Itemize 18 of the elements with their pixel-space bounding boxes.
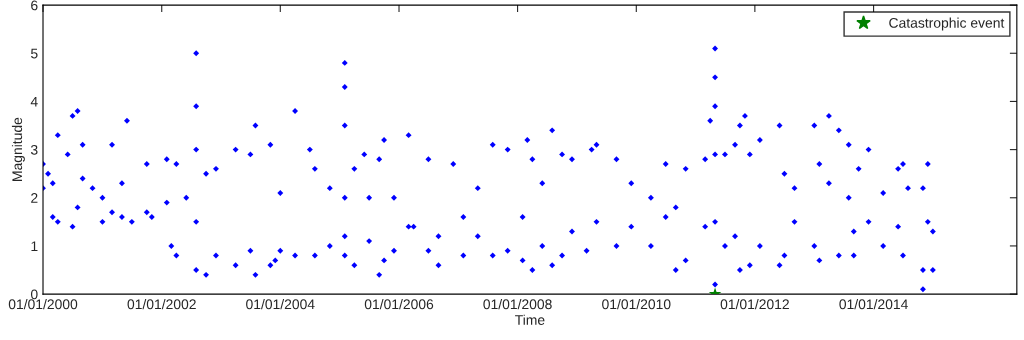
x-tick-label: 01/01/2002 bbox=[127, 298, 196, 310]
y-tick-label: 0 bbox=[30, 289, 38, 300]
x-tick-label: 01/01/2004 bbox=[246, 298, 315, 310]
legend-label: Catastrophic event bbox=[889, 17, 1005, 31]
y-tick-label: 3 bbox=[30, 144, 38, 155]
x-axis-title: Time bbox=[515, 314, 545, 325]
y-tick-label: 2 bbox=[31, 193, 38, 203]
y-tick-label: 6 bbox=[31, 0, 38, 11]
y-tick-label: 4 bbox=[30, 96, 38, 107]
y-tick-label: 5 bbox=[30, 48, 38, 59]
x-tick-label: 01/01/2008 bbox=[483, 298, 552, 310]
y-tick-label: 1 bbox=[31, 241, 38, 251]
x-tick-label: 01/01/2000 bbox=[8, 298, 78, 310]
y-axis-title: Magnitude bbox=[11, 117, 25, 181]
x-tick-label: 01/01/2014 bbox=[839, 298, 908, 310]
x-tick-label: 01/01/2012 bbox=[720, 298, 789, 310]
x-tick-label: 01/01/2010 bbox=[602, 298, 671, 310]
x-tick-label: 01/01/2006 bbox=[364, 298, 434, 310]
